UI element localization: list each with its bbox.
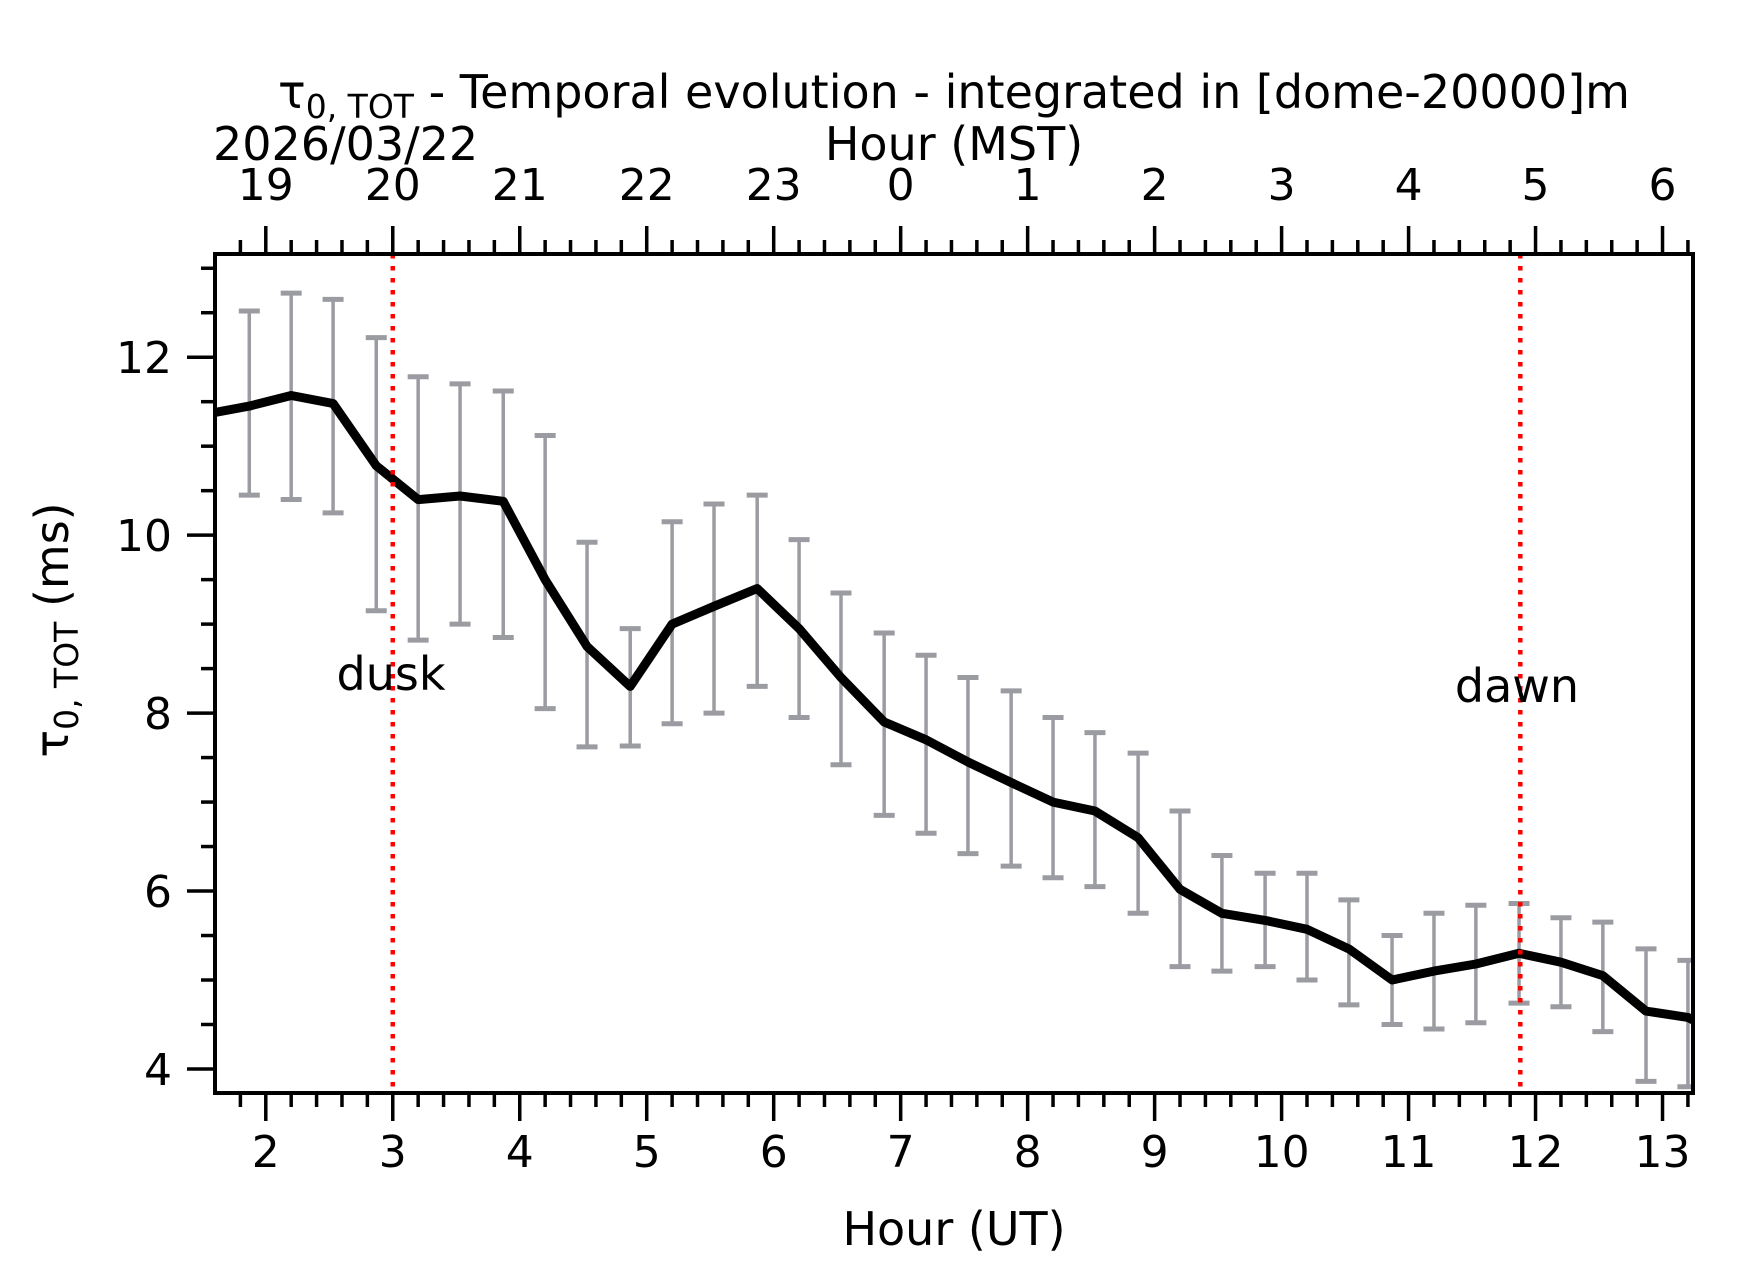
x-tick-label-mst: 20 bbox=[365, 160, 421, 211]
dawn-annotation-label: dawn bbox=[1455, 659, 1579, 713]
x-tick-label-ut: 5 bbox=[633, 1127, 661, 1178]
chart-title: τ0, TOT - Temporal evolution - integrate… bbox=[278, 65, 1630, 126]
x-tick-label-ut: 12 bbox=[1508, 1127, 1564, 1178]
x-tick-label-mst: 1 bbox=[1014, 160, 1042, 211]
x-tick-label-ut: 9 bbox=[1141, 1127, 1169, 1178]
x-tick-label-mst: 0 bbox=[887, 160, 915, 211]
bottom-axis-label: Hour (UT) bbox=[842, 1202, 1065, 1256]
x-tick-label-mst: 21 bbox=[492, 160, 548, 211]
y-tick-label: 6 bbox=[144, 867, 172, 918]
y-tick-label: 8 bbox=[144, 689, 172, 740]
x-tick-label-ut: 7 bbox=[887, 1127, 915, 1178]
x-tick-label-mst: 4 bbox=[1395, 160, 1423, 211]
x-tick-label-mst: 6 bbox=[1649, 160, 1677, 211]
dusk-annotation-label: dusk bbox=[337, 647, 446, 701]
x-tick-label-ut: 8 bbox=[1014, 1127, 1042, 1178]
y-tick-label: 12 bbox=[116, 333, 172, 384]
y-tick-label: 10 bbox=[116, 511, 172, 562]
x-tick-label-mst: 2 bbox=[1141, 160, 1169, 211]
y-axis-label: τ0, TOT (ms) bbox=[25, 502, 86, 757]
x-tick-label-ut: 11 bbox=[1381, 1127, 1437, 1178]
x-tick-label-mst: 3 bbox=[1268, 160, 1296, 211]
y-tick-label: 4 bbox=[144, 1045, 172, 1096]
plot-border bbox=[213, 252, 1695, 1095]
x-tick-label-ut: 4 bbox=[506, 1127, 534, 1178]
date-label: 2026/03/22 bbox=[213, 117, 478, 171]
annotation-lines-layer bbox=[390, 254, 1523, 1093]
x-tick-label-mst: 19 bbox=[238, 160, 294, 211]
x-tick-label-mst: 22 bbox=[619, 160, 675, 211]
x-tick-label-ut: 10 bbox=[1254, 1127, 1310, 1178]
top-axis-label: Hour (MST) bbox=[825, 117, 1083, 171]
x-tick-label-ut: 2 bbox=[252, 1127, 280, 1178]
x-tick-label-ut: 13 bbox=[1635, 1127, 1691, 1178]
x-tick-label-ut: 6 bbox=[760, 1127, 788, 1178]
x-tick-label-ut: 3 bbox=[379, 1127, 407, 1178]
x-tick-label-mst: 5 bbox=[1522, 160, 1550, 211]
tau0-curve bbox=[215, 391, 1693, 1025]
x-tick-label-mst: 23 bbox=[746, 160, 802, 211]
data-line-layer bbox=[215, 391, 1693, 1025]
axes-layer bbox=[187, 226, 1695, 1121]
